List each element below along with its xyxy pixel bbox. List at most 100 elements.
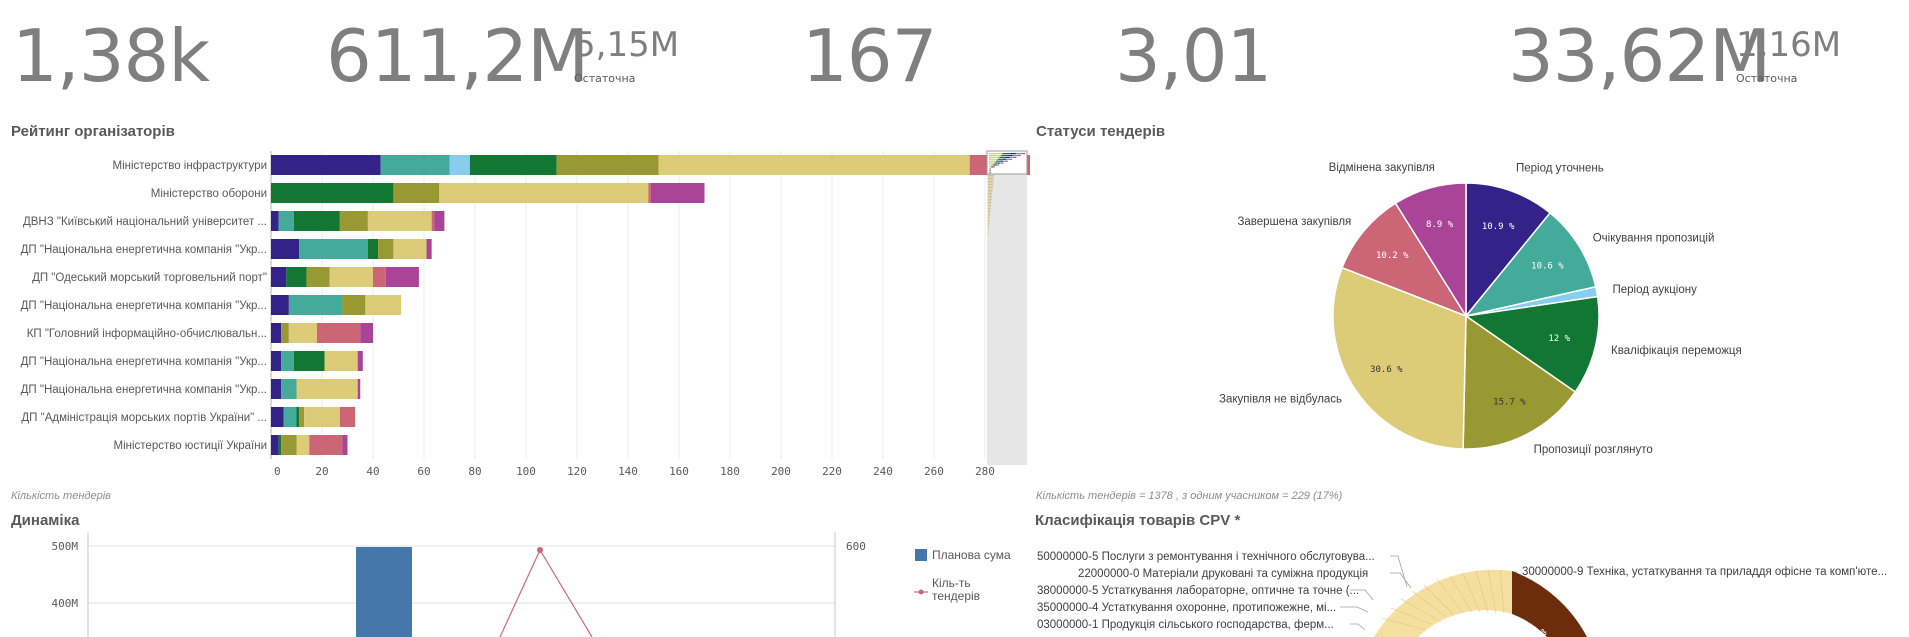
- pie-slice[interactable]: [1394, 182, 1467, 319]
- bar-segment[interactable]: [281, 435, 297, 455]
- pie-slice[interactable]: [1465, 182, 1552, 319]
- bar-segment[interactable]: [271, 295, 289, 315]
- y-category-label[interactable]: Міністерство юстиції України: [114, 440, 268, 452]
- bar-segment[interactable]: [367, 211, 432, 231]
- pie-slice[interactable]: [1341, 202, 1468, 318]
- pie-slice-label[interactable]: Очікування пропозицій: [1593, 233, 1715, 245]
- pie-slice-label[interactable]: Період уточнень: [1516, 163, 1604, 175]
- bar-segment[interactable]: [469, 155, 557, 175]
- y-category-label[interactable]: ДП "Національна енергетична компанія "Ук…: [21, 300, 267, 312]
- bar-segment[interactable]: [342, 435, 348, 455]
- bar-segment[interactable]: [357, 351, 363, 371]
- cpv-donut[interactable]: 13,4 %: [1374, 569, 1587, 637]
- bar-segment[interactable]: [296, 435, 310, 455]
- bar-segment[interactable]: [365, 295, 402, 315]
- pie-slice-label[interactable]: Відмінена закупівля: [1329, 162, 1435, 174]
- scroll-thumb[interactable]: [986, 150, 1028, 175]
- pie-slice[interactable]: [1464, 211, 1597, 318]
- pie-slice-label[interactable]: Період аукціону: [1612, 284, 1697, 296]
- statuses-pie-chart[interactable]: 10.9 % Період уточнень 10.6 % Очікування пр…: [1036, 150, 1876, 470]
- bar-segment[interactable]: [324, 351, 358, 371]
- cpv-slice-light[interactable]: [1374, 569, 1512, 637]
- bar-segment[interactable]: [271, 351, 282, 371]
- cpv-label[interactable]: 03000000-1 Продукція сільського господар…: [1037, 619, 1334, 631]
- y-category-label[interactable]: ДП "Одеський морський торговельний порт": [32, 272, 267, 284]
- tenders-count-point[interactable]: [537, 547, 543, 553]
- bar-segment[interactable]: [281, 379, 297, 399]
- bar-segment[interactable]: [378, 239, 394, 259]
- pie-slice-label[interactable]: Завершена закупівля: [1237, 216, 1351, 228]
- bar-segment[interactable]: [271, 323, 282, 343]
- bar-segment[interactable]: [306, 267, 330, 287]
- y-category-label[interactable]: КП "Головний інформаційно-обчислювальн..…: [27, 328, 267, 340]
- bar-segment[interactable]: [271, 435, 279, 455]
- bar-segment[interactable]: [316, 323, 361, 343]
- bar-segment[interactable]: [271, 407, 284, 427]
- pie-slice[interactable]: [1332, 266, 1467, 450]
- y-category-label[interactable]: ДВНЗ "Київський національний університет…: [23, 216, 267, 228]
- cpv-slice-dark[interactable]: [1512, 571, 1587, 637]
- bar-segment[interactable]: [373, 267, 386, 287]
- bar-segment[interactable]: [281, 351, 294, 371]
- cpv-label[interactable]: 50000000-5 Послуги з ремонтування і техн…: [1037, 551, 1375, 563]
- bar-segment[interactable]: [658, 155, 970, 175]
- bar-segment[interactable]: [271, 239, 300, 259]
- pie-slice-label[interactable]: Закупівля не відбулась: [1219, 394, 1342, 406]
- bar-segment[interactable]: [393, 183, 440, 203]
- bar-segment[interactable]: [296, 379, 358, 399]
- bar-segment[interactable]: [648, 183, 651, 203]
- bar-segment[interactable]: [293, 211, 340, 231]
- bar-segment[interactable]: [309, 435, 343, 455]
- scroll-track[interactable]: [987, 158, 1027, 465]
- bar-segment[interactable]: [271, 379, 282, 399]
- bar-segment[interactable]: [329, 267, 373, 287]
- cpv-label[interactable]: 35000000-4 Устаткування охоронне, протип…: [1037, 602, 1336, 614]
- bar-segment[interactable]: [339, 211, 368, 231]
- bar-segment[interactable]: [281, 323, 289, 343]
- bar-segment[interactable]: [426, 239, 432, 259]
- cpv-label[interactable]: 38000000-5 Устаткування лабораторне, опт…: [1037, 585, 1359, 597]
- pie-slice[interactable]: [1462, 314, 1577, 450]
- y-category-label[interactable]: Міністерство інфраструктури: [113, 160, 268, 172]
- y-category-label[interactable]: ДП "Національна енергетична компанія "Ук…: [21, 384, 267, 396]
- bar-segment[interactable]: [449, 155, 470, 175]
- pie-slice-label[interactable]: Пропозиції розглянуто: [1534, 444, 1653, 456]
- bar-segment[interactable]: [271, 183, 394, 203]
- bar-segment[interactable]: [650, 183, 705, 203]
- bar-segment[interactable]: [283, 407, 297, 427]
- bar-segment[interactable]: [288, 295, 343, 315]
- planned-sum-bar[interactable]: [356, 547, 412, 637]
- y-category-label[interactable]: Міністерство оборони: [151, 188, 267, 200]
- pie-slice[interactable]: [1464, 295, 1600, 393]
- cpv-label[interactable]: 22000000-0 Матеріали друковані та суміжн…: [1078, 568, 1368, 580]
- tenders-count-line[interactable]: [499, 548, 593, 637]
- bar-segment[interactable]: [439, 183, 649, 203]
- bar-segment[interactable]: [278, 211, 294, 231]
- bar-segment[interactable]: [393, 239, 427, 259]
- bar-segment[interactable]: [271, 211, 279, 231]
- bar-segment[interactable]: [296, 407, 300, 427]
- bar-segment[interactable]: [385, 267, 419, 287]
- bar-segment[interactable]: [271, 267, 287, 287]
- bar-segment[interactable]: [286, 267, 307, 287]
- bar-segment[interactable]: [380, 155, 450, 175]
- pie-slice-label[interactable]: Кваліфікація переможця: [1611, 345, 1742, 357]
- bar-segment[interactable]: [288, 323, 317, 343]
- y-category-label[interactable]: ДП "Національна енергетична компанія "Ук…: [21, 244, 267, 256]
- bar-segment[interactable]: [339, 407, 356, 427]
- cpv-label-right[interactable]: 30000000-9 Техніка, устаткування та прил…: [1522, 566, 1887, 578]
- bar-segment[interactable]: [342, 295, 366, 315]
- bar-segment[interactable]: [293, 351, 325, 371]
- scroll-navigator[interactable]: [986, 150, 1028, 465]
- bar-segment[interactable]: [357, 379, 361, 399]
- bar-segment[interactable]: [271, 155, 381, 175]
- dynamics-combo-chart[interactable]: 500M 400M 600 Планова сума Кіль-ть тенде…: [0, 532, 1030, 637]
- bar-segment[interactable]: [299, 239, 368, 259]
- y-category-label[interactable]: ДП "Адміністрація морських портів Україн…: [21, 412, 267, 424]
- y-category-label[interactable]: ДП "Національна енергетична компанія "Ук…: [21, 356, 267, 368]
- bar-segment[interactable]: [304, 407, 340, 427]
- bar-segment[interactable]: [367, 239, 379, 259]
- bar-segment[interactable]: [360, 323, 373, 343]
- bar-segment[interactable]: [431, 211, 435, 231]
- cpv-donut-chart[interactable]: 50000000-5 Послуги з ремонтування і техн…: [1035, 542, 1905, 637]
